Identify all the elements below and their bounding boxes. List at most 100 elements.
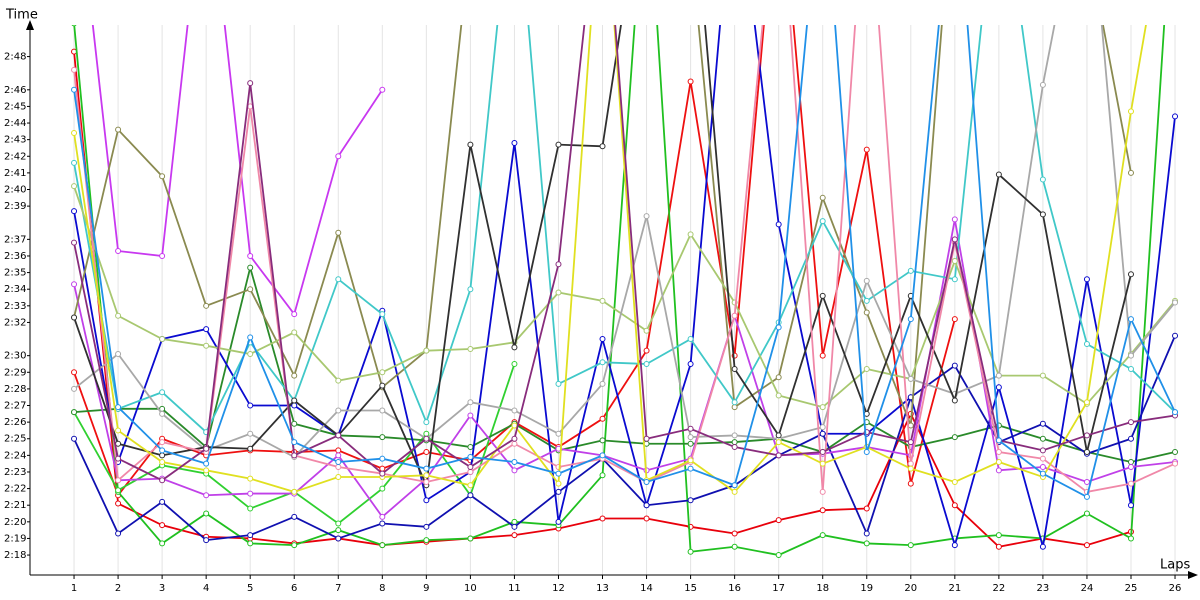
data-point (511, 523, 518, 530)
data-point (1127, 502, 1134, 509)
x-tick-label: 24 (1081, 583, 1094, 594)
data-point (467, 286, 474, 293)
data-point (863, 297, 870, 304)
y-tick-label: 2:42 (4, 151, 26, 162)
data-point (335, 459, 342, 466)
data-point (775, 432, 782, 439)
data-point (1172, 409, 1179, 416)
data-point (1039, 455, 1046, 462)
x-tick-label: 1 (71, 583, 77, 594)
y-tick-label: 2:21 (4, 500, 26, 511)
data-point (379, 86, 386, 93)
data-point (203, 467, 210, 474)
data-point (599, 515, 606, 522)
x-tick-label: 4 (203, 583, 209, 594)
x-tick-label: 21 (948, 583, 961, 594)
series-line (91, 25, 384, 317)
data-point (643, 478, 650, 485)
data-point (1127, 480, 1134, 487)
data-point (247, 490, 254, 497)
data-point (1127, 435, 1134, 442)
data-point (863, 309, 870, 316)
data-point (731, 543, 738, 550)
data-point (1083, 510, 1090, 517)
series-line (73, 25, 1176, 459)
data-point (731, 530, 738, 537)
data-point (1127, 419, 1134, 426)
data-point (247, 80, 254, 87)
data-point (1083, 432, 1090, 439)
data-point (1039, 420, 1046, 427)
data-point (599, 472, 606, 479)
series-line (73, 25, 1166, 556)
data-point (247, 445, 254, 452)
data-point (379, 520, 386, 527)
data-point (599, 336, 606, 343)
data-point (863, 449, 870, 456)
data-point (115, 487, 122, 494)
series-line (73, 219, 1176, 519)
data-point (291, 488, 298, 495)
data-point (643, 347, 650, 354)
data-point (599, 143, 606, 150)
data-point (247, 264, 254, 271)
data-point (995, 171, 1002, 178)
data-point (863, 530, 870, 537)
y-tick-label: 2:24 (4, 450, 26, 461)
data-point (115, 477, 122, 484)
data-point (555, 430, 562, 437)
data-point (687, 336, 694, 343)
y-tick-label: 2:45 (4, 101, 26, 112)
data-point (775, 374, 782, 381)
data-point (863, 540, 870, 547)
data-point (907, 439, 914, 446)
data-point (71, 435, 78, 442)
data-point (291, 542, 298, 549)
data-point (291, 420, 298, 427)
data-point (423, 435, 430, 442)
data-point (819, 404, 826, 411)
x-tick-label: 18 (816, 583, 829, 594)
data-point (203, 492, 210, 499)
data-point (1127, 169, 1134, 176)
data-point (775, 221, 782, 228)
data-point (687, 425, 694, 432)
data-point (379, 455, 386, 462)
data-point (775, 324, 782, 331)
data-point (511, 435, 518, 442)
data-point (555, 518, 562, 525)
data-point (203, 326, 210, 333)
data-point (1039, 543, 1046, 550)
data-point (159, 252, 166, 259)
data-point (819, 430, 826, 437)
data-point (1172, 299, 1179, 306)
data-point (907, 542, 914, 549)
data-point (951, 362, 958, 369)
data-point (951, 397, 958, 404)
y-tick-label: 2:39 (4, 201, 26, 212)
y-tick-label: 2:40 (4, 185, 26, 196)
data-point (951, 434, 958, 441)
data-point (819, 424, 826, 431)
x-tick-label: 26 (1169, 583, 1182, 594)
data-point (335, 153, 342, 160)
data-point (1127, 535, 1134, 542)
data-point (819, 292, 826, 299)
y-tick-label: 2:25 (4, 434, 26, 445)
data-point (159, 410, 166, 417)
data-point (1039, 447, 1046, 454)
data-point (951, 478, 958, 485)
data-point (819, 507, 826, 514)
data-point (1083, 399, 1090, 406)
y-tick-label: 2:28 (4, 384, 26, 395)
x-tick-label: 12 (552, 583, 565, 594)
data-point (731, 439, 738, 446)
data-point (379, 513, 386, 520)
data-point (907, 460, 914, 467)
y-axis-arrow (26, 20, 34, 30)
data-point (159, 439, 166, 446)
series-line (73, 25, 1176, 549)
y-tick-label: 2:37 (4, 234, 26, 245)
data-point (555, 261, 562, 268)
data-point (643, 360, 650, 367)
